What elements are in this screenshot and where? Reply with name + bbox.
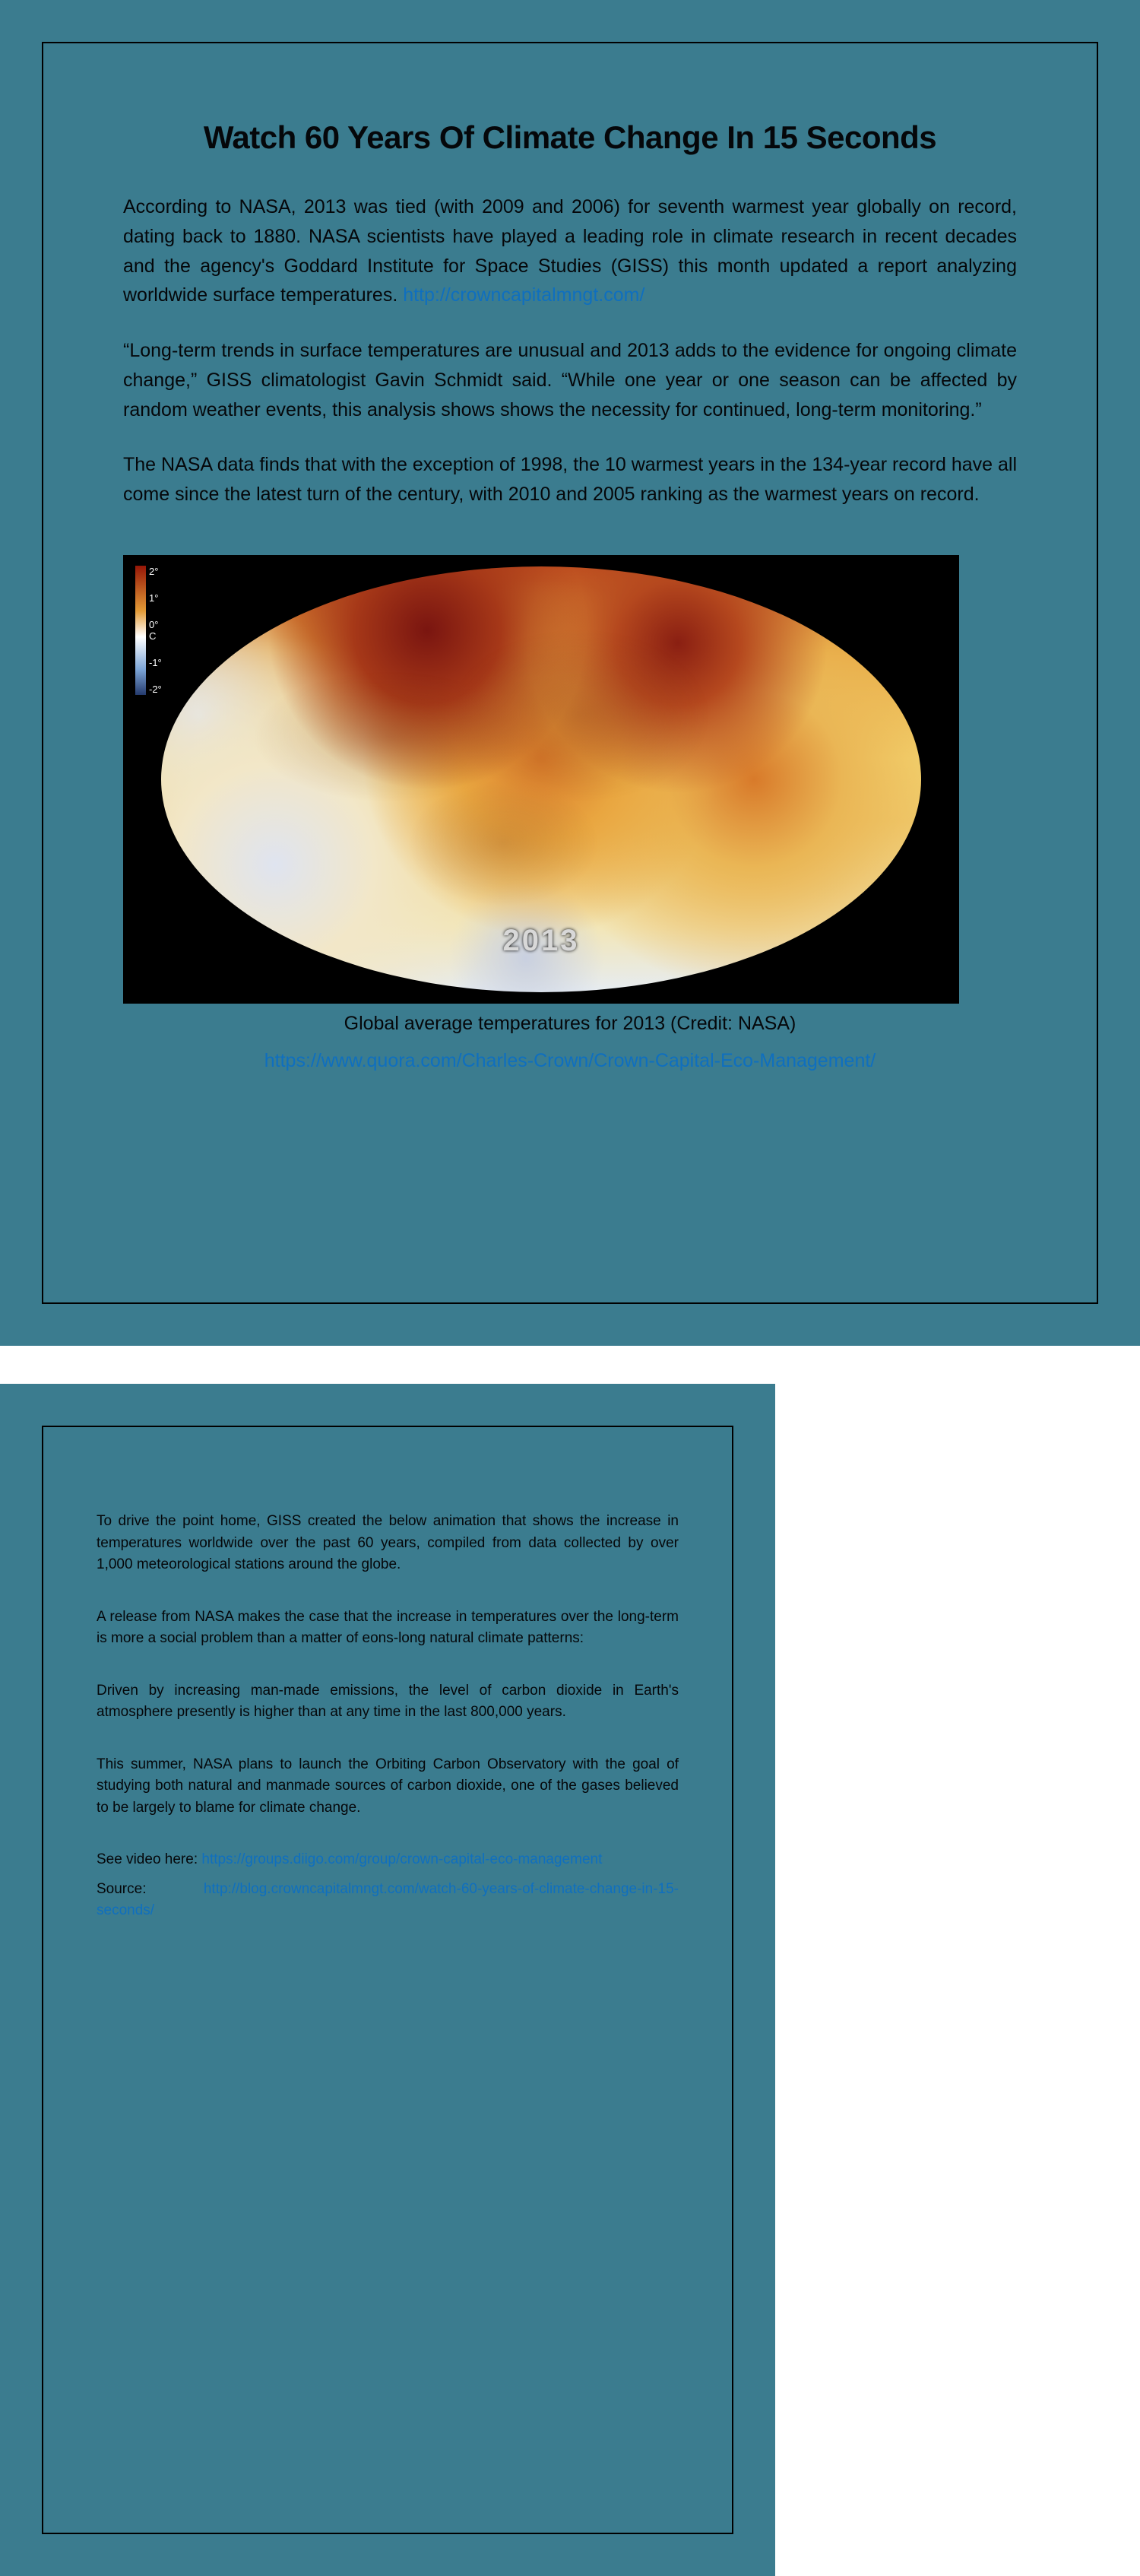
crowncapital-link[interactable]: http://crowncapitalmngt.com/ xyxy=(403,284,644,306)
release-paragraph: A release from NASA makes the case that … xyxy=(97,1607,679,1650)
document-page-2: To drive the point home, GISS created th… xyxy=(0,1384,775,2576)
global-temp-map: 2° 1° 0° C -1° -2° 2013 xyxy=(123,555,959,1004)
video-line: See video here: https://groups.diigo.com… xyxy=(97,1849,679,1871)
animation-paragraph: To drive the point home, GISS created th… xyxy=(97,1511,679,1576)
content-frame: Watch 60 Years Of Climate Change In 15 S… xyxy=(42,42,1098,1304)
page-gap xyxy=(0,1346,1140,1384)
scale-labels: 2° 1° 0° C -1° -2° xyxy=(149,566,162,695)
quote-paragraph: “Long-term trends in surface temperature… xyxy=(123,336,1017,424)
scale-tick: -1° xyxy=(149,657,162,668)
quora-link[interactable]: https://www.quora.com/Charles-Crown/Crow… xyxy=(264,1050,876,1071)
observatory-paragraph: This summer, NASA plans to launch the Or… xyxy=(97,1754,679,1819)
scale-tick: -2° xyxy=(149,684,162,695)
document-page-1: Watch 60 Years Of Climate Change In 15 S… xyxy=(0,0,1140,1346)
scale-tick: 0° C xyxy=(149,619,162,642)
temperature-scale: 2° 1° 0° C -1° -2° xyxy=(134,566,154,695)
scale-gradient-bar xyxy=(135,566,146,695)
map-year-label: 2013 xyxy=(503,924,580,958)
scale-tick: 2° xyxy=(149,566,162,577)
co2-paragraph: Driven by increasing man-made emissions,… xyxy=(97,1680,679,1724)
source-label: Source: xyxy=(97,1881,204,1897)
quora-link-row: https://www.quora.com/Charles-Crown/Crow… xyxy=(123,1050,1017,1072)
figure-caption: Global average temperatures for 2013 (Cr… xyxy=(123,1013,1017,1035)
intro-paragraph: According to NASA, 2013 was tied (with 2… xyxy=(123,192,1017,310)
article-title: Watch 60 Years Of Climate Change In 15 S… xyxy=(123,119,1017,156)
video-label: See video here: xyxy=(97,1851,201,1867)
video-link[interactable]: https://groups.diigo.com/group/crown-cap… xyxy=(201,1851,602,1867)
content-frame: To drive the point home, GISS created th… xyxy=(42,1426,733,2534)
data-paragraph: The NASA data finds that with the except… xyxy=(123,450,1017,509)
scale-tick: 1° xyxy=(149,592,162,604)
source-line: Source: http://blog.crowncapitalmngt.com… xyxy=(97,1879,679,1922)
